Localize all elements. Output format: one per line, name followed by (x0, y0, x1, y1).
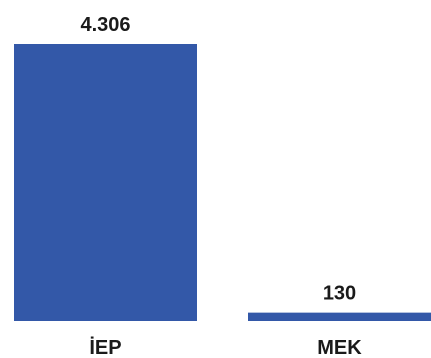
bar-0 (14, 44, 197, 321)
value-label-0: 4.306 (80, 14, 130, 36)
category-label-1: MEK (317, 337, 362, 358)
bar-1 (248, 312, 431, 321)
category-labels-group: İEP MEK (89, 336, 362, 358)
value-labels-group: 4.306 130 (80, 14, 356, 305)
value-label-1: 130 (323, 283, 356, 305)
category-label-0: İEP (89, 336, 121, 358)
bars-group (14, 44, 431, 321)
